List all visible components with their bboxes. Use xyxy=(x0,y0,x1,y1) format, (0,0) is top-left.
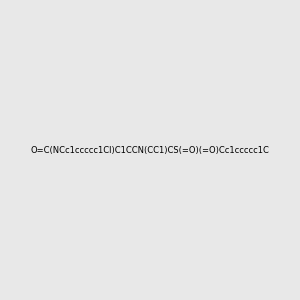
Text: O=C(NCc1ccccc1Cl)C1CCN(CC1)CS(=O)(=O)Cc1ccccc1C: O=C(NCc1ccccc1Cl)C1CCN(CC1)CS(=O)(=O)Cc1… xyxy=(31,146,269,154)
